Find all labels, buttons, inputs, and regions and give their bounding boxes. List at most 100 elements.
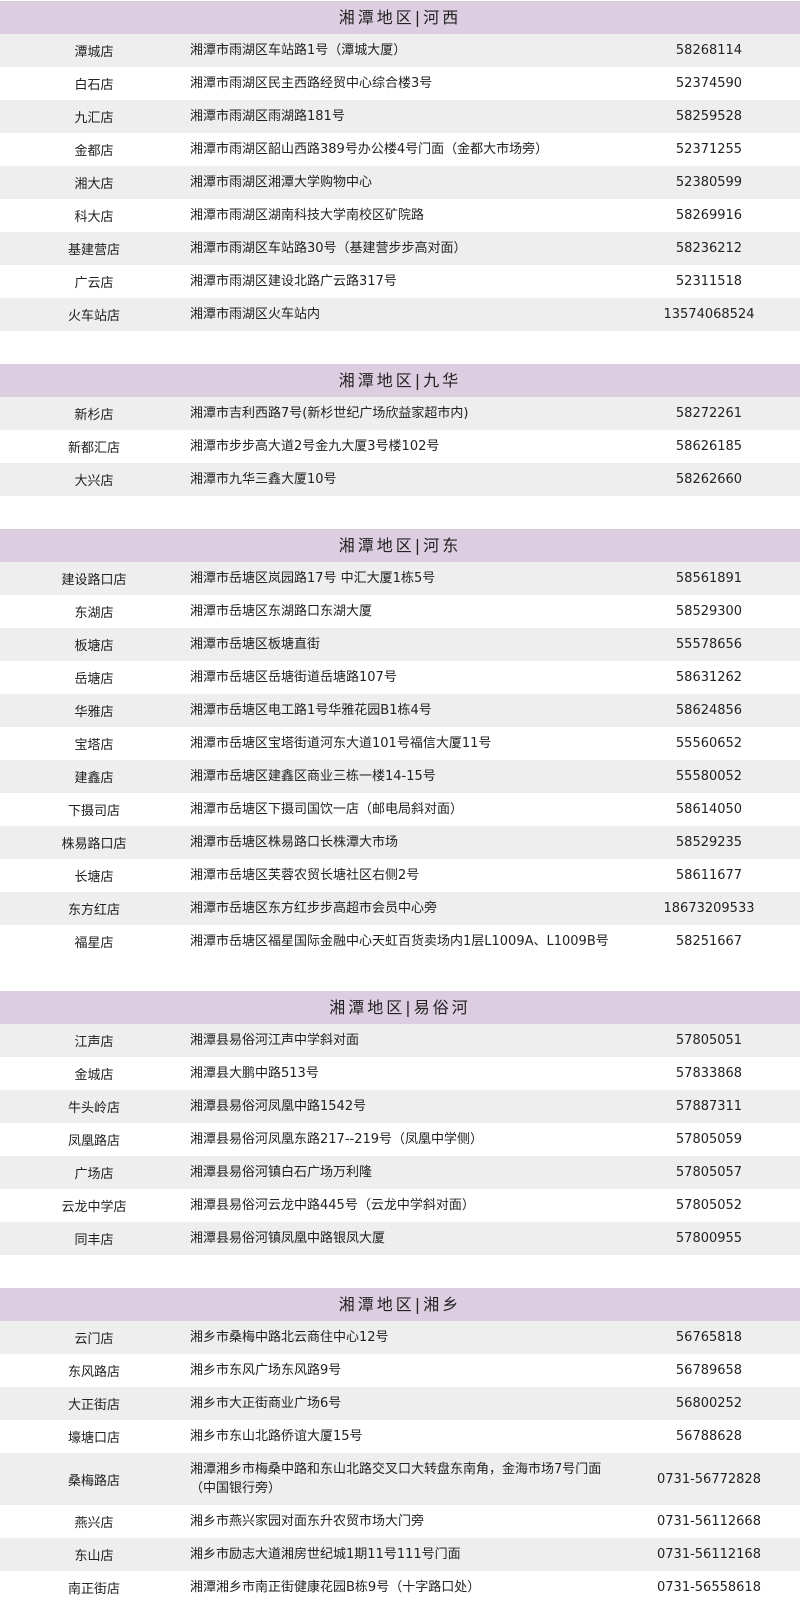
store-address: 湘潭市岳塘区岚园路17号 中汇大厦1栋5号 <box>190 571 436 586</box>
store-row: 岳塘店 湘潭市岳塘区岳塘街道岳塘路107号 58631262 <box>0 661 800 694</box>
store-row: 长塘店 湘潭市岳塘区芙蓉农贸长塘社区右侧2号 58611677 <box>0 859 800 892</box>
store-address: 湘乡市桑梅中路北云商住中心12号 <box>190 1330 389 1345</box>
store-address: 湘潭县易俗河江声中学斜对面 <box>190 1033 360 1048</box>
store-name: 牛头岭店 <box>67 1101 120 1116</box>
store-name: 福星店 <box>74 936 114 951</box>
store-name: 东方红店 <box>67 903 120 918</box>
store-address: 湘潭市岳塘区芙蓉农贸长塘社区右侧2号 <box>190 868 420 883</box>
store-phone: 52374590 <box>675 76 743 91</box>
store-row: 云门店 湘乡市桑梅中路北云商住中心12号 56765818 <box>0 1321 800 1354</box>
store-address: 湘乡市东山北路侨谊大厦15号 <box>190 1429 363 1444</box>
store-name: 九汇店 <box>74 111 114 126</box>
store-phone: 58268114 <box>675 43 743 58</box>
store-name: 云门店 <box>74 1332 114 1347</box>
region-section: 湘潭地区|河西 潭城店 湘潭市雨湖区车站路1号（潭城大厦） 58268114 白… <box>0 1 800 331</box>
store-phone: 55578656 <box>675 637 743 652</box>
store-address: 湘潭市步步高大道2号金九大厦3号楼102号 <box>190 439 440 454</box>
store-row: 南正街店 湘潭湘乡市南正街健康花园B栋9号（十字路口处） 0731-565586… <box>0 1571 800 1604</box>
store-phone: 58611677 <box>675 868 743 883</box>
store-address: 湘潭市雨湖区湘潭大学购物中心 <box>190 175 373 190</box>
store-phone: 57805052 <box>675 1198 743 1213</box>
store-address: 湘潭县大鹏中路513号 <box>190 1066 319 1081</box>
store-phone: 58631262 <box>675 670 743 685</box>
store-row: 福星店 湘潭市岳塘区福星国际金融中心天虹百货卖场内1层L1009A、L1009B… <box>0 925 800 958</box>
store-phone: 13574068524 <box>663 307 755 322</box>
store-phone: 56765818 <box>675 1330 743 1345</box>
store-name: 大正街店 <box>67 1398 120 1413</box>
store-address: 湘潭市雨湖区建设北路广云路317号 <box>190 274 397 289</box>
store-row: 金都店 湘潭市雨湖区韶山西路389号办公楼4号门面（金都大市场旁） 523712… <box>0 133 800 166</box>
store-name: 建鑫店 <box>74 771 114 786</box>
store-phone: 57800955 <box>675 1231 743 1246</box>
store-row: 株易路口店 湘潭市岳塘区株易路口长株潭大市场 58529235 <box>0 826 800 859</box>
store-row: 火车站店 湘潭市雨湖区火车站内 13574068524 <box>0 298 800 331</box>
store-address: 湘潭市岳塘区建鑫区商业三栋一楼14-15号 <box>190 769 436 784</box>
store-row: 燕兴店 湘乡市燕兴家园对面东升农贸市场大门旁 0731-56112668 <box>0 1505 800 1538</box>
store-name: 东山店 <box>74 1549 114 1564</box>
store-row: 东山店 湘乡市励志大道湘房世纪城1期11号111号门面 0731-5611216… <box>0 1538 800 1571</box>
store-phone: 57805057 <box>675 1165 743 1180</box>
store-name: 下摄司店 <box>67 804 120 819</box>
store-name: 潭城店 <box>74 45 114 60</box>
store-name: 广云店 <box>74 276 114 291</box>
store-phone: 57887311 <box>675 1099 743 1114</box>
store-phone: 56800252 <box>675 1396 743 1411</box>
store-address: 湘潭市雨湖区雨湖路181号 <box>190 109 345 124</box>
store-phone: 0731-56772828 <box>657 1471 761 1487</box>
store-address: 湘潭县易俗河云龙中路445号（云龙中学斜对面） <box>190 1198 475 1213</box>
store-phone: 58251667 <box>675 934 743 949</box>
store-phone: 55580052 <box>675 769 743 784</box>
store-address: 湘潭市岳塘区株易路口长株潭大市场 <box>190 835 399 850</box>
store-name: 桑梅路店 <box>67 1473 120 1489</box>
store-row: 广场店 湘潭县易俗河镇白石广场万利隆 57805057 <box>0 1156 800 1189</box>
store-address: 湘乡市大正街商业广场6号 <box>190 1396 342 1411</box>
store-name: 株易路口店 <box>61 837 127 852</box>
store-phone: 0731-56112668 <box>657 1514 761 1529</box>
store-phone: 0731-56112168 <box>657 1547 761 1562</box>
store-phone: 58262660 <box>675 472 743 487</box>
store-address: 湘潭市岳塘区下摄司国饮一店（邮电局斜对面） <box>190 802 464 817</box>
store-address: 湘潭市雨湖区车站路30号（基建营步步高对面） <box>190 241 467 256</box>
store-name: 云龙中学店 <box>61 1200 127 1215</box>
store-row: 凤凰路店 湘潭县易俗河凤凰东路217--219号（凤凰中学侧） 57805059 <box>0 1123 800 1156</box>
store-row: 基建营店 湘潭市雨湖区车站路30号（基建营步步高对面） 58236212 <box>0 232 800 265</box>
region-header: 湘潭地区|易俗河 <box>0 991 800 1024</box>
store-row: 壕塘口店 湘乡市东山北路侨谊大厦15号 56788628 <box>0 1420 800 1453</box>
store-name: 广场店 <box>74 1167 114 1182</box>
store-address: 湘乡市燕兴家园对面东升农贸市场大门旁 <box>190 1514 425 1529</box>
store-row: 九汇店 湘潭市雨湖区雨湖路181号 58259528 <box>0 100 800 133</box>
store-phone: 52311518 <box>675 274 743 289</box>
store-name: 金都店 <box>74 144 114 159</box>
store-address: 湘潭市雨湖区湖南科技大学南校区矿院路 <box>190 208 425 223</box>
store-address: 湘潭市雨湖区民主西路经贸中心综合楼3号 <box>190 76 433 91</box>
store-address: 湘潭县易俗河镇凤凰中路银凤大厦 <box>190 1231 386 1246</box>
region-header: 湘潭地区|河东 <box>0 529 800 562</box>
store-name: 火车站店 <box>67 309 120 324</box>
region-section: 湘潭地区|易俗河 江声店 湘潭县易俗河江声中学斜对面 57805051 金城店 … <box>0 991 800 1255</box>
store-name: 大兴店 <box>74 474 114 489</box>
store-row: 桑梅路店 湘潭湘乡市梅桑中路和东山北路交叉口大转盘东南角，金海市场7号门面（中国… <box>0 1453 800 1505</box>
store-address: 湘乡市东风广场东风路9号 <box>190 1363 342 1378</box>
store-phone: 58269916 <box>675 208 743 223</box>
store-row: 建鑫店 湘潭市岳塘区建鑫区商业三栋一楼14-15号 55580052 <box>0 760 800 793</box>
store-name: 南正街店 <box>67 1582 120 1597</box>
store-name: 岳塘店 <box>74 672 114 687</box>
store-name: 湘大店 <box>74 177 114 192</box>
store-phone: 58614050 <box>675 802 743 817</box>
store-name: 基建营店 <box>67 243 120 258</box>
store-phone: 58626185 <box>675 439 743 454</box>
store-address: 湘潭市岳塘区东湖路口东湖大厦 <box>190 604 373 619</box>
store-phone: 0731-56558618 <box>657 1580 761 1595</box>
store-name: 华雅店 <box>74 705 114 720</box>
store-name: 新都汇店 <box>67 441 120 456</box>
store-address: 湘潭市雨湖区车站路1号（潭城大厦） <box>190 43 407 58</box>
store-address: 湘潭县易俗河凤凰中路1542号 <box>190 1099 367 1114</box>
store-phone: 57833868 <box>675 1066 743 1081</box>
store-name: 建设路口店 <box>61 573 127 588</box>
store-address: 湘乡市励志大道湘房世纪城1期11号111号门面 <box>190 1547 461 1562</box>
store-address: 湘潭市岳塘区岳塘街道岳塘路107号 <box>190 670 397 685</box>
region-header: 湘潭地区|湘乡 <box>0 1288 800 1321</box>
store-row: 江声店 湘潭县易俗河江声中学斜对面 57805051 <box>0 1024 800 1057</box>
store-row: 宝塔店 湘潭市岳塘区宝塔街道河东大道101号福信大厦11号 55560652 <box>0 727 800 760</box>
store-row: 湘大店 湘潭市雨湖区湘潭大学购物中心 52380599 <box>0 166 800 199</box>
